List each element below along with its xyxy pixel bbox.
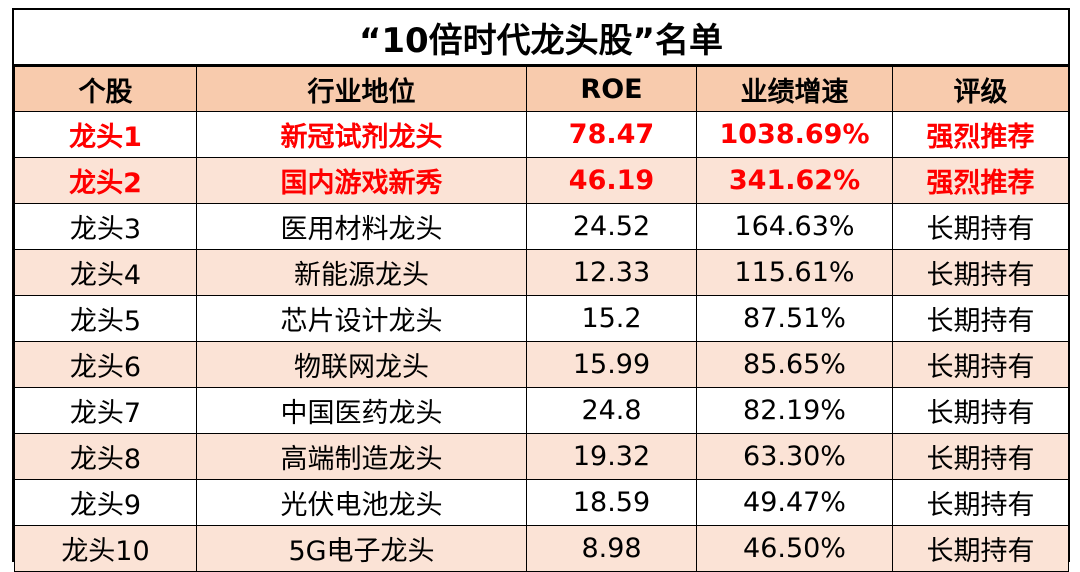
table-row: 龙头5 芯片设计龙头 15.2 87.51% 长期持有 bbox=[14, 295, 1069, 342]
cell-stock: 龙头9 bbox=[14, 479, 197, 526]
cell-growth: 341.62% bbox=[696, 157, 893, 204]
cell-roe: 8.98 bbox=[526, 525, 697, 572]
cell-roe: 24.8 bbox=[526, 387, 697, 434]
cell-rating: 强烈推荐 bbox=[892, 157, 1069, 204]
cell-roe: 18.59 bbox=[526, 479, 697, 526]
table-row: 龙头1 新冠试剂龙头 78.47 1038.69% 强烈推荐 bbox=[14, 111, 1069, 158]
cell-growth: 115.61% bbox=[696, 249, 893, 296]
cell-roe: 15.99 bbox=[526, 341, 697, 388]
cell-stock: 龙头1 bbox=[14, 111, 197, 158]
cell-rating: 长期持有 bbox=[892, 525, 1069, 572]
cell-stock: 龙头7 bbox=[14, 387, 197, 434]
cell-stock: 龙头6 bbox=[14, 341, 197, 388]
table-row: 龙头4 新能源龙头 12.33 115.61% 长期持有 bbox=[14, 249, 1069, 296]
table-row: 龙头6 物联网龙头 15.99 85.65% 长期持有 bbox=[14, 341, 1069, 388]
cell-stock: 龙头5 bbox=[14, 295, 197, 342]
cell-industry-position: 新能源龙头 bbox=[196, 249, 527, 296]
cell-growth: 1038.69% bbox=[696, 111, 893, 158]
cell-rating: 长期持有 bbox=[892, 387, 1069, 434]
cell-rating: 强烈推荐 bbox=[892, 111, 1069, 158]
stock-table: 个股 行业地位 ROE 业绩增速 评级 龙头1 新冠试剂龙头 78.47 103… bbox=[14, 66, 1069, 572]
header-industry-position: 行业地位 bbox=[196, 66, 527, 112]
cell-growth: 82.19% bbox=[696, 387, 893, 434]
cell-roe: 12.33 bbox=[526, 249, 697, 296]
cell-rating: 长期持有 bbox=[892, 341, 1069, 388]
cell-industry-position: 光伏电池龙头 bbox=[196, 479, 527, 526]
cell-industry-position: 高端制造龙头 bbox=[196, 433, 527, 480]
cell-rating: 长期持有 bbox=[892, 249, 1069, 296]
cell-industry-position: 5G电子龙头 bbox=[196, 525, 527, 572]
cell-industry-position: 中国医药龙头 bbox=[196, 387, 527, 434]
cell-roe: 15.2 bbox=[526, 295, 697, 342]
cell-stock: 龙头2 bbox=[14, 157, 197, 204]
table-row: 龙头3 医用材料龙头 24.52 164.63% 长期持有 bbox=[14, 203, 1069, 250]
cell-stock: 龙头8 bbox=[14, 433, 197, 480]
cell-growth: 164.63% bbox=[696, 203, 893, 250]
cell-rating: 长期持有 bbox=[892, 433, 1069, 480]
cell-stock: 龙头3 bbox=[14, 203, 197, 250]
cell-industry-position: 医用材料龙头 bbox=[196, 203, 527, 250]
cell-growth: 63.30% bbox=[696, 433, 893, 480]
header-roe: ROE bbox=[526, 66, 697, 112]
header-stock: 个股 bbox=[14, 66, 197, 112]
table-title: “10倍时代龙头股”名单 bbox=[14, 10, 1068, 66]
cell-roe: 78.47 bbox=[526, 111, 697, 158]
cell-stock: 龙头10 bbox=[14, 525, 197, 572]
cell-rating: 长期持有 bbox=[892, 479, 1069, 526]
cell-industry-position: 新冠试剂龙头 bbox=[196, 111, 527, 158]
table-row: 龙头10 5G电子龙头 8.98 46.50% 长期持有 bbox=[14, 525, 1069, 572]
table-row: 龙头9 光伏电池龙头 18.59 49.47% 长期持有 bbox=[14, 479, 1069, 526]
cell-roe: 24.52 bbox=[526, 203, 697, 250]
cell-rating: 长期持有 bbox=[892, 203, 1069, 250]
header-growth: 业绩增速 bbox=[696, 66, 893, 112]
cell-industry-position: 国内游戏新秀 bbox=[196, 157, 527, 204]
cell-industry-position: 芯片设计龙头 bbox=[196, 295, 527, 342]
cell-stock: 龙头4 bbox=[14, 249, 197, 296]
table-row: 龙头8 高端制造龙头 19.32 63.30% 长期持有 bbox=[14, 433, 1069, 480]
cell-growth: 85.65% bbox=[696, 341, 893, 388]
table-frame: “10倍时代龙头股”名单 个股 行业地位 ROE 业绩增速 评级 龙头1 新冠试… bbox=[12, 8, 1070, 572]
cell-rating: 长期持有 bbox=[892, 295, 1069, 342]
cell-industry-position: 物联网龙头 bbox=[196, 341, 527, 388]
cell-growth: 49.47% bbox=[696, 479, 893, 526]
cell-roe: 46.19 bbox=[526, 157, 697, 204]
table-row: 龙头7 中国医药龙头 24.8 82.19% 长期持有 bbox=[14, 387, 1069, 434]
header-row: 个股 行业地位 ROE 业绩增速 评级 bbox=[14, 66, 1069, 112]
cell-roe: 19.32 bbox=[526, 433, 697, 480]
cell-growth: 46.50% bbox=[696, 525, 893, 572]
table-row: 龙头2 国内游戏新秀 46.19 341.62% 强烈推荐 bbox=[14, 157, 1069, 204]
header-rating: 评级 bbox=[892, 66, 1069, 112]
cell-growth: 87.51% bbox=[696, 295, 893, 342]
